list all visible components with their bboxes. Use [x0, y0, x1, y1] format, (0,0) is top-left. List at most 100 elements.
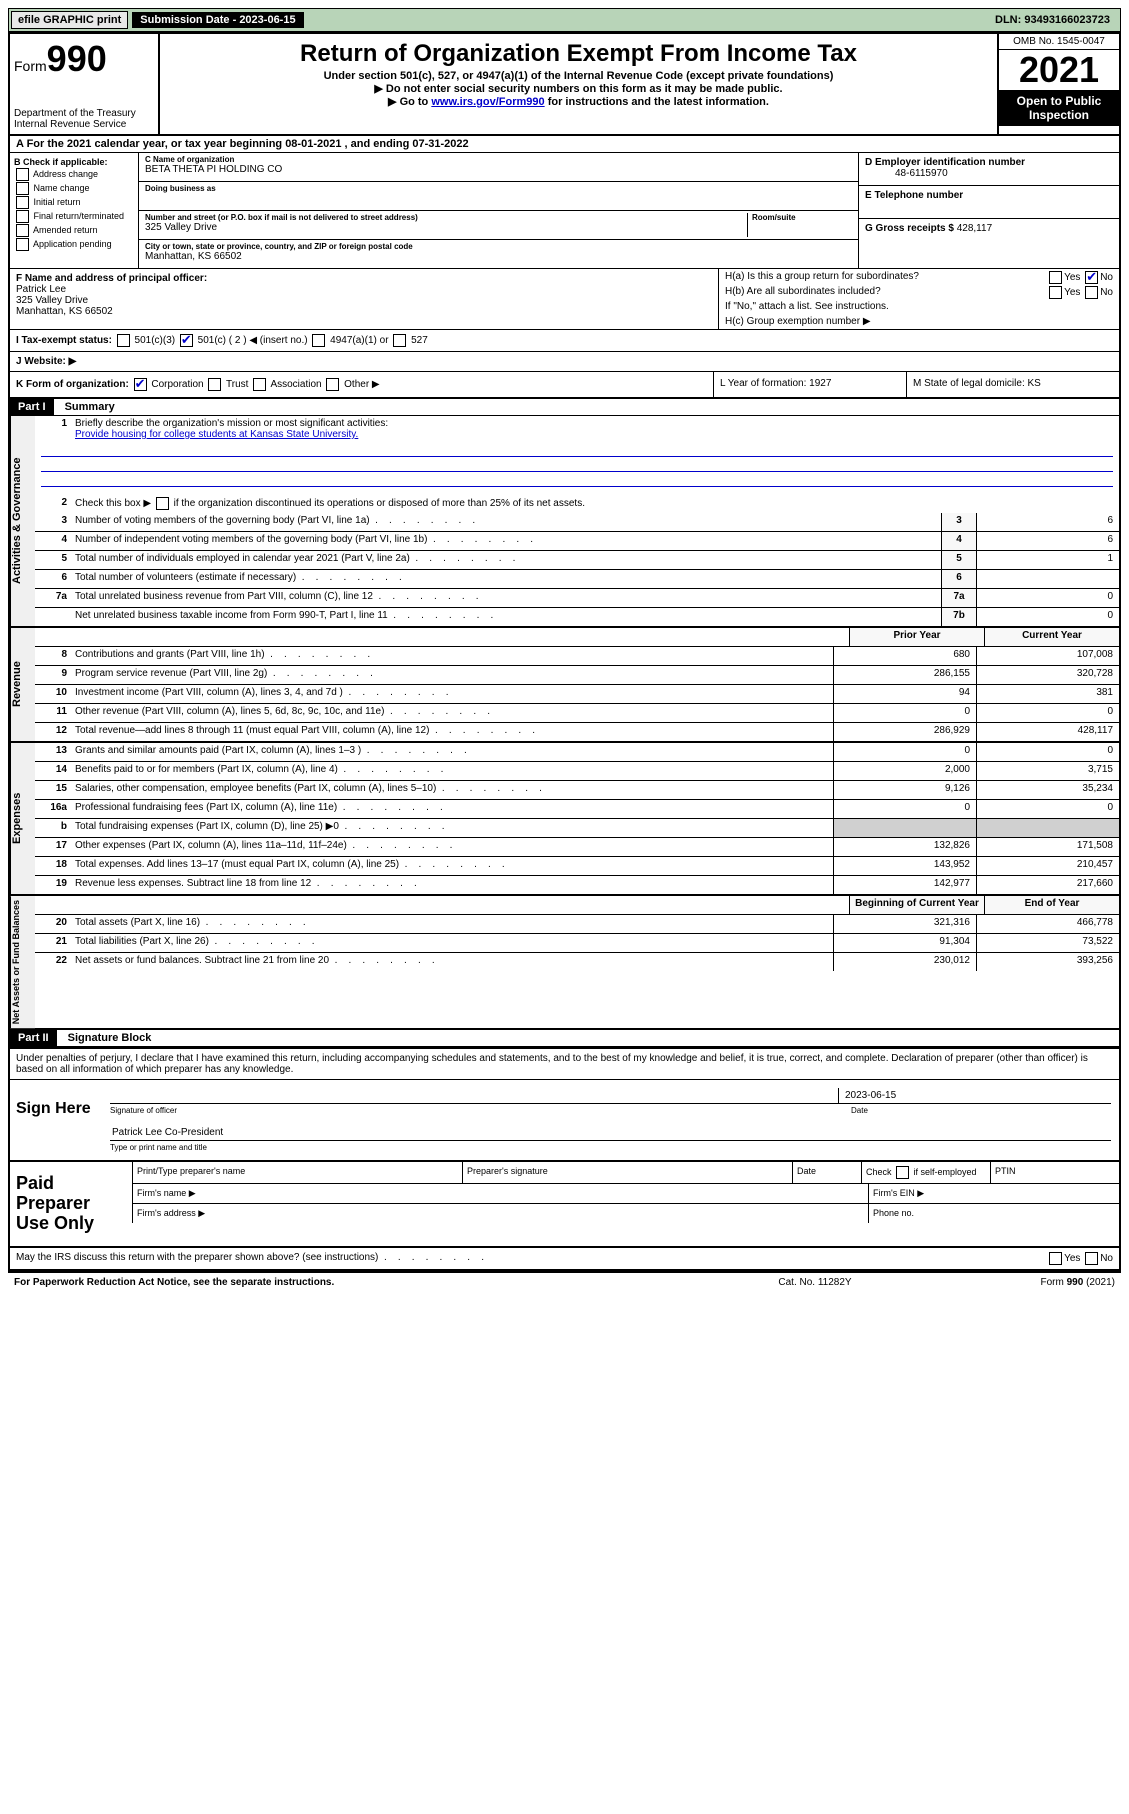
form-title: Return of Organization Exempt From Incom…	[164, 40, 993, 68]
sig-officer-caption: Signature of officer	[110, 1106, 851, 1115]
tax-year: 2021	[999, 50, 1119, 90]
hb-yes-checkbox[interactable]	[1049, 286, 1062, 299]
room-label: Room/suite	[752, 213, 852, 222]
l2-checkbox[interactable]	[156, 497, 169, 510]
name-title-caption: Type or print name and title	[110, 1143, 1111, 1152]
summary-row: 18Total expenses. Add lines 13–17 (must …	[35, 857, 1119, 876]
summary-row: 12Total revenue—add lines 8 through 11 (…	[35, 723, 1119, 741]
irs-link[interactable]: www.irs.gov/Form990	[431, 96, 544, 108]
omb-number: OMB No. 1545-0047	[999, 34, 1119, 50]
dept-label: Department of the Treasury	[14, 108, 154, 119]
sign-here-label: Sign Here	[10, 1080, 102, 1160]
trust-checkbox[interactable]	[208, 378, 221, 391]
self-employed-checkbox[interactable]	[896, 1166, 909, 1179]
l2-text: Check this box ▶ if the organization dis…	[75, 498, 585, 509]
form-number: 990	[47, 38, 107, 79]
col-b-org: C Name of organization BETA THETA PI HOL…	[139, 153, 858, 268]
assoc-checkbox[interactable]	[253, 378, 266, 391]
c-label: C Name of organization	[145, 155, 852, 164]
vtab-governance: Activities & Governance	[10, 416, 35, 626]
addr-label: Number and street (or P.O. box if mail i…	[145, 213, 747, 222]
officer-addr2: Manhattan, KS 66502	[16, 306, 113, 317]
summary-row: 6Total number of volunteers (estimate if…	[35, 570, 1119, 589]
corp-checkbox[interactable]	[134, 378, 147, 391]
discuss-yes-checkbox[interactable]	[1049, 1252, 1062, 1265]
address-change-checkbox[interactable]	[16, 168, 29, 181]
summary-row: 4Number of independent voting members of…	[35, 532, 1119, 551]
mission-line	[41, 457, 1113, 472]
form-header: Form990 Department of the Treasury Inter…	[10, 34, 1119, 136]
header-left: Form990 Department of the Treasury Inter…	[10, 34, 160, 134]
dln-label: DLN: 93493166023723	[995, 14, 1118, 26]
opt-corp: Corporation	[151, 379, 203, 390]
part2-title: Signature Block	[60, 1032, 152, 1044]
row-i: I Tax-exempt status: 501(c)(3) 501(c) ( …	[10, 330, 1119, 352]
sign-here-row: Sign Here 2023-06-15 Signature of office…	[10, 1080, 1119, 1162]
vtab-expenses: Expenses	[10, 743, 35, 894]
hdr-beg: Beginning of Current Year	[849, 896, 984, 914]
yes-label: Yes	[1064, 272, 1080, 283]
part1-bar: Part I Summary	[10, 399, 1119, 416]
summary-row: 10Investment income (Part VIII, column (…	[35, 685, 1119, 704]
row-k: K Form of organization: Corporation Trus…	[10, 372, 1119, 399]
4947-checkbox[interactable]	[312, 334, 325, 347]
submission-date: Submission Date - 2023-06-15	[132, 12, 303, 28]
no-label2: No	[1100, 287, 1113, 298]
vtab-revenue: Revenue	[10, 628, 35, 741]
name-change-checkbox[interactable]	[16, 182, 29, 195]
initial-return-checkbox[interactable]	[16, 196, 29, 209]
open-inspection: Open to Public Inspection	[999, 90, 1119, 126]
subtitle-3-suffix: for instructions and the latest informat…	[545, 96, 769, 108]
part1-header: Part I	[10, 399, 54, 415]
opt-address-change: Address change	[33, 169, 98, 179]
hdr-prior: Prior Year	[849, 628, 984, 646]
cat-no: Cat. No. 11282Y	[715, 1277, 915, 1288]
mission-line	[41, 472, 1113, 487]
k-label: K Form of organization:	[16, 379, 129, 390]
ha-no-checkbox[interactable]	[1085, 271, 1098, 284]
opt-pending: Application pending	[33, 239, 112, 249]
street-address: 325 Valley Drive	[145, 222, 747, 233]
gov-section: Activities & Governance 1 Briefly descri…	[10, 416, 1119, 628]
paid-preparer-label: Paid Preparer Use Only	[10, 1162, 132, 1245]
efile-button[interactable]: efile GRAPHIC print	[11, 11, 128, 29]
ha-yes-checkbox[interactable]	[1049, 271, 1062, 284]
opt-name-change: Name change	[34, 183, 90, 193]
527-checkbox[interactable]	[393, 334, 406, 347]
i-label: I Tax-exempt status:	[16, 335, 112, 346]
signature-block: Under penalties of perjury, I declare th…	[10, 1047, 1119, 1270]
prep-name-label: Print/Type preparer's name	[132, 1162, 462, 1183]
pending-checkbox[interactable]	[16, 238, 29, 251]
discuss-no-checkbox[interactable]	[1085, 1252, 1098, 1265]
501c3-checkbox[interactable]	[117, 334, 130, 347]
501c-checkbox[interactable]	[180, 334, 193, 347]
m-state: M State of legal domicile: KS	[906, 372, 1119, 397]
ptin-label: PTIN	[990, 1162, 1119, 1183]
ein-value: 48-6115970	[865, 168, 1113, 179]
prep-date-label: Date	[792, 1162, 861, 1183]
org-name: BETA THETA PI HOLDING CO	[145, 164, 852, 175]
subtitle-2: ▶ Do not enter social security numbers o…	[164, 82, 993, 95]
header-right: OMB No. 1545-0047 2021 Open to Public In…	[997, 34, 1119, 134]
row-j: J Website: ▶	[10, 352, 1119, 372]
no-label: No	[1100, 272, 1113, 283]
summary-row: 7aTotal unrelated business revenue from …	[35, 589, 1119, 608]
subtitle-3-prefix: ▶ Go to	[388, 96, 431, 108]
summary-row: 13Grants and similar amounts paid (Part …	[35, 743, 1119, 762]
officer-name-title: Patrick Lee Co-President	[110, 1125, 1111, 1140]
rev-section: Revenue Prior Year Current Year 8Contrib…	[10, 628, 1119, 743]
amended-checkbox[interactable]	[16, 224, 29, 237]
dba-label: Doing business as	[145, 184, 852, 193]
prep-check-label: Check if self-employed	[861, 1162, 990, 1183]
hb-no-checkbox[interactable]	[1085, 286, 1098, 299]
hb-note: If "No," attach a list. See instructions…	[719, 299, 1119, 314]
other-checkbox[interactable]	[326, 378, 339, 391]
paperwork-notice: For Paperwork Reduction Act Notice, see …	[14, 1277, 715, 1288]
hb-label: H(b) Are all subordinates included?	[725, 286, 881, 297]
opt-501c3: 501(c)(3)	[135, 335, 176, 346]
part2-bar: Part II Signature Block	[10, 1030, 1119, 1047]
final-return-checkbox[interactable]	[16, 210, 29, 223]
f-label: F Name and address of principal officer:	[16, 273, 207, 284]
b-label: B Check if applicable:	[14, 157, 134, 167]
summary-row: 9Program service revenue (Part VIII, lin…	[35, 666, 1119, 685]
